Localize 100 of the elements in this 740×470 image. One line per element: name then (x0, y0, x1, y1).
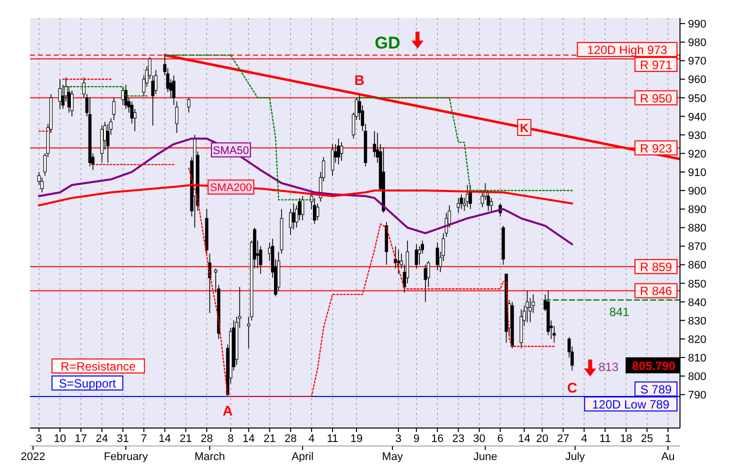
x-tick-label: 27 (557, 433, 570, 445)
candlestick (460, 194, 463, 210)
y-tick-label: 970 (688, 56, 706, 68)
x-tick-label: 8 (228, 433, 234, 445)
y-tick-label: 960 (688, 74, 706, 86)
x-tick-label: 6 (497, 433, 504, 445)
candlestick (112, 97, 116, 120)
y-tick-label: 880 (688, 222, 706, 235)
candlestick (292, 203, 296, 230)
x-tick-label: 20 (536, 433, 548, 445)
x-tick-label: 14 (242, 433, 255, 445)
y-tick-label: 980 (688, 37, 706, 50)
y-tick-label: 910 (688, 166, 706, 179)
candlestick (187, 97, 190, 114)
y-tick-label: 940 (688, 111, 706, 124)
x2-tick-label: July (565, 451, 586, 463)
y-tick-label: 830 (688, 315, 706, 328)
x2-tick-label: February (104, 451, 148, 463)
ref-line-label: S 789 (640, 382, 672, 396)
y-tick-label: 930 (688, 130, 706, 142)
ref-line-label: 120D High 973 (587, 42, 668, 57)
candlestick (316, 203, 320, 221)
ref-line-label: R 971 (640, 58, 672, 72)
y-tick-label: 990 (688, 18, 706, 31)
x-tick-label: 31 (116, 433, 129, 445)
y-tick-label: 890 (688, 204, 706, 216)
candlestick (526, 290, 529, 323)
annotation: C (567, 380, 578, 396)
candlestick (121, 86, 124, 106)
x-tick-label: 17 (74, 433, 88, 445)
x-tick-label: 18 (620, 433, 632, 445)
candlestick (330, 144, 334, 176)
candlestick (456, 198, 460, 214)
candlestick (336, 138, 340, 165)
candlestick (70, 90, 74, 117)
candlestick (124, 84, 128, 110)
x-tick-label: 30 (473, 433, 486, 445)
x-tick-label: 25 (640, 433, 654, 445)
x2-tick-label: 2022 (20, 451, 46, 463)
annotation: K (520, 120, 529, 135)
candlestick (396, 250, 400, 274)
annotation: B (354, 72, 365, 88)
annotation: R=Resistance (60, 360, 136, 374)
candlestick (466, 184, 469, 208)
y-tick-label: 920 (688, 148, 706, 160)
x-tick-label: 21 (264, 433, 276, 445)
x-tick-label: 10 (54, 433, 66, 445)
annotation: S=Support (58, 376, 117, 390)
candlestick (490, 198, 493, 214)
annotation: 120D Low 789 (592, 397, 670, 412)
x-tick-label: 21 (180, 433, 192, 445)
y-tick-label: 850 (688, 278, 706, 290)
annotation: 813 (598, 360, 619, 374)
x2-tick-label: June (473, 451, 498, 463)
x-tick-label: 4 (308, 433, 315, 445)
candlestick (424, 264, 427, 302)
x2-tick-label: Au (661, 451, 675, 463)
series-label: 841 (609, 304, 630, 319)
candlestick (172, 75, 176, 106)
x-tick-label: 14 (518, 433, 530, 445)
y-tick-label: 800 (688, 371, 706, 384)
x-tick-label: 1 (664, 433, 672, 445)
x-tick-label: 11 (599, 433, 611, 445)
y-tick-label: 820 (688, 334, 706, 346)
ref-line-label: R 859 (640, 260, 672, 274)
annotation: 805.790 (632, 358, 676, 373)
candlestick (58, 78, 62, 110)
y-tick-label: 860 (688, 260, 706, 272)
x-tick-label: 28 (284, 433, 297, 445)
x-tick-label: 3 (36, 433, 42, 445)
y-tick-label: 840 (688, 296, 706, 309)
x-tick-label: 7 (140, 433, 147, 445)
line-series (164, 54, 316, 200)
candlestick (436, 242, 439, 271)
y-tick-label: 790 (688, 390, 706, 402)
y-tick-label: 810 (688, 352, 706, 364)
x-tick-label: 9 (413, 433, 420, 445)
candlestick (133, 108, 136, 132)
x2-tick-label: April (292, 451, 314, 463)
x-tick-label: 19 (350, 433, 363, 445)
x-tick-label: 14 (158, 433, 171, 445)
x-tick-label: 23 (452, 433, 464, 445)
x-tick-label: 28 (200, 433, 213, 445)
y-tick-label: 870 (688, 241, 706, 254)
x2-tick-label: March (194, 451, 226, 463)
candlestick (300, 196, 304, 221)
series-label: SMA200 (210, 182, 252, 194)
ref-line-label: R 950 (640, 91, 672, 106)
candlestick (175, 101, 178, 134)
y-tick-label: 900 (688, 186, 706, 198)
ref-line-label: R 923 (640, 141, 672, 156)
candlestick (340, 142, 344, 162)
x-tick-label: 11 (326, 433, 338, 445)
x-tick-label: 24 (96, 433, 108, 445)
ref-line-label: R 846 (640, 284, 672, 298)
line-series (38, 138, 574, 246)
candlestick (414, 244, 418, 269)
annotation: GD (374, 34, 400, 53)
x-tick-label: 16 (431, 433, 444, 445)
x2-tick-label: May (382, 451, 404, 463)
